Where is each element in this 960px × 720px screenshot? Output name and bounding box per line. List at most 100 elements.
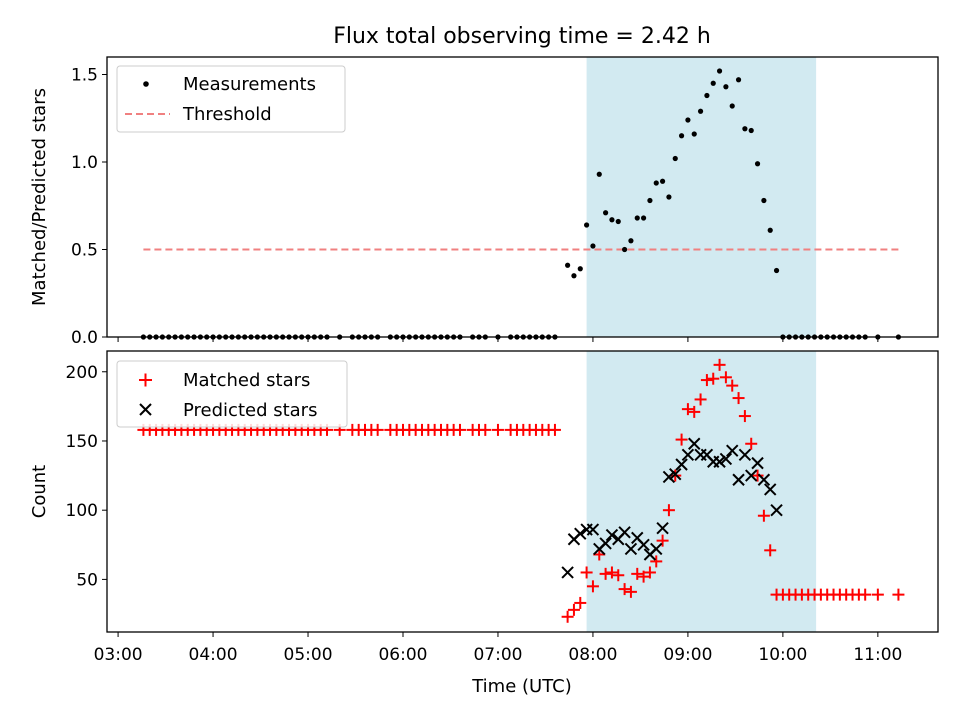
matched-star-point: [637, 570, 650, 583]
predicted-star-stroke-b: [738, 448, 752, 462]
matched-star-point: [612, 569, 625, 582]
predicted-star-stroke-b: [605, 528, 619, 542]
predicted-star-stroke-b: [586, 523, 600, 536]
ratio-y-axis-label: Matched/Predicted stars: [29, 88, 50, 306]
measurement-point: [748, 127, 754, 134]
matched-star-point: [631, 567, 644, 580]
legend-threshold-label: Threshold: [182, 104, 272, 125]
legend-matched-marker: [139, 373, 152, 387]
predicted-star-point: [751, 456, 764, 470]
matched-star-point: [713, 358, 726, 371]
predicted-star-stroke-b: [713, 455, 726, 468]
measurement-point: [590, 243, 596, 249]
predicted-star-point: [757, 473, 771, 486]
predicted-star-stroke-b: [732, 473, 745, 486]
predicted-star-point: [656, 521, 669, 535]
measurement-point: [621, 246, 628, 253]
predicted-star-point: [637, 538, 650, 552]
matched-star-point: [453, 423, 466, 436]
measurement-point: [767, 227, 773, 233]
matched-star-point: [719, 371, 732, 384]
measurement-point: [685, 117, 691, 123]
matched-star-point: [618, 583, 631, 596]
measurement-point: [647, 197, 653, 204]
matched-star-point: [656, 534, 669, 547]
matched-star-point: [738, 410, 751, 423]
time-x-axis-label: Time (UTC): [471, 676, 572, 697]
matched-star-point: [700, 374, 713, 387]
measurement-point: [653, 180, 659, 186]
measurement-point: [735, 77, 742, 83]
ratio-panel-shaded-span: [586, 57, 817, 337]
y-tick-label: 150: [66, 432, 98, 452]
predicted-star-stroke-b: [599, 537, 612, 550]
chart-title: Flux total observing time = 2.42 h: [333, 24, 711, 49]
measurement-point: [640, 215, 647, 221]
matched-star-point: [593, 548, 606, 561]
measurement-point: [584, 222, 590, 228]
predicted-star-point: [745, 469, 758, 482]
matched-star-point: [662, 504, 675, 517]
matched-star-point: [491, 423, 504, 436]
predicted-star-point: [681, 448, 695, 462]
x-tick-label: 05:00: [284, 645, 333, 665]
measurement-point: [672, 155, 678, 162]
predicted-star-stroke-b: [662, 470, 676, 484]
matched-star-point: [580, 566, 593, 579]
count-y-axis-label: Count: [29, 465, 50, 518]
predicted-star-stroke-b: [656, 521, 669, 535]
matched-star-point: [688, 405, 701, 418]
ratio-panel-frame: [106, 56, 939, 338]
matched-star-point: [574, 596, 587, 609]
x-tick-label: 06:00: [378, 645, 427, 665]
matched-star-point: [732, 392, 745, 405]
measurement-point: [716, 68, 723, 74]
matched-star-point: [707, 372, 720, 385]
measurement-point: [628, 238, 634, 244]
matched-star-point: [561, 610, 574, 623]
legend-predicted-label: Predicted stars: [183, 400, 317, 421]
legend-measurements-label: Measurements: [183, 74, 316, 95]
predicted-star-stroke-b: [764, 483, 777, 496]
count-panel-frame: [106, 350, 939, 633]
measurement-point: [729, 103, 735, 109]
predicted-star-point: [574, 527, 587, 540]
matched-star-point: [567, 603, 580, 616]
measurement-point: [615, 218, 621, 225]
predicted-star-stroke-b: [757, 473, 771, 486]
predicted-star-stroke-b: [770, 503, 783, 517]
measurement-point: [761, 197, 767, 204]
matched-star-point: [694, 393, 707, 406]
measurement-point: [697, 108, 704, 114]
predicted-star-point: [732, 473, 745, 486]
x-tick-label: 07:00: [473, 645, 522, 665]
predicted-star-point: [713, 455, 726, 468]
measurement-point: [603, 210, 609, 216]
predicted-star-point: [605, 528, 619, 542]
measurement-point: [773, 267, 780, 274]
predicted-star-point: [770, 503, 783, 517]
predicted-star-stroke-b: [624, 542, 638, 556]
predicted-star-point: [726, 444, 739, 457]
matched-star-point: [681, 403, 694, 416]
measurement-point: [691, 131, 697, 137]
predicted-star-point: [719, 452, 733, 466]
measurement-point: [678, 133, 685, 139]
y-tick-label: 1.0: [71, 153, 98, 173]
count-legend: Matched stars Predicted stars: [116, 360, 348, 428]
matched-star-point: [859, 588, 872, 601]
measurement-point: [596, 171, 602, 177]
matched-star-point: [371, 423, 384, 436]
matched-star-point: [892, 588, 905, 601]
y-tick-label: 1.5: [71, 66, 98, 86]
matched-star-point: [650, 555, 663, 568]
measurement-point: [577, 266, 583, 272]
legend-measurements-marker: [143, 81, 149, 87]
measurement-point: [742, 126, 748, 132]
predicted-star-stroke-b: [618, 526, 631, 539]
ratio-legend: Measurements Threshold: [116, 65, 346, 133]
predicted-star-point: [669, 467, 682, 481]
x-tick-label: 03:00: [94, 645, 143, 665]
measurement-point: [723, 84, 729, 90]
